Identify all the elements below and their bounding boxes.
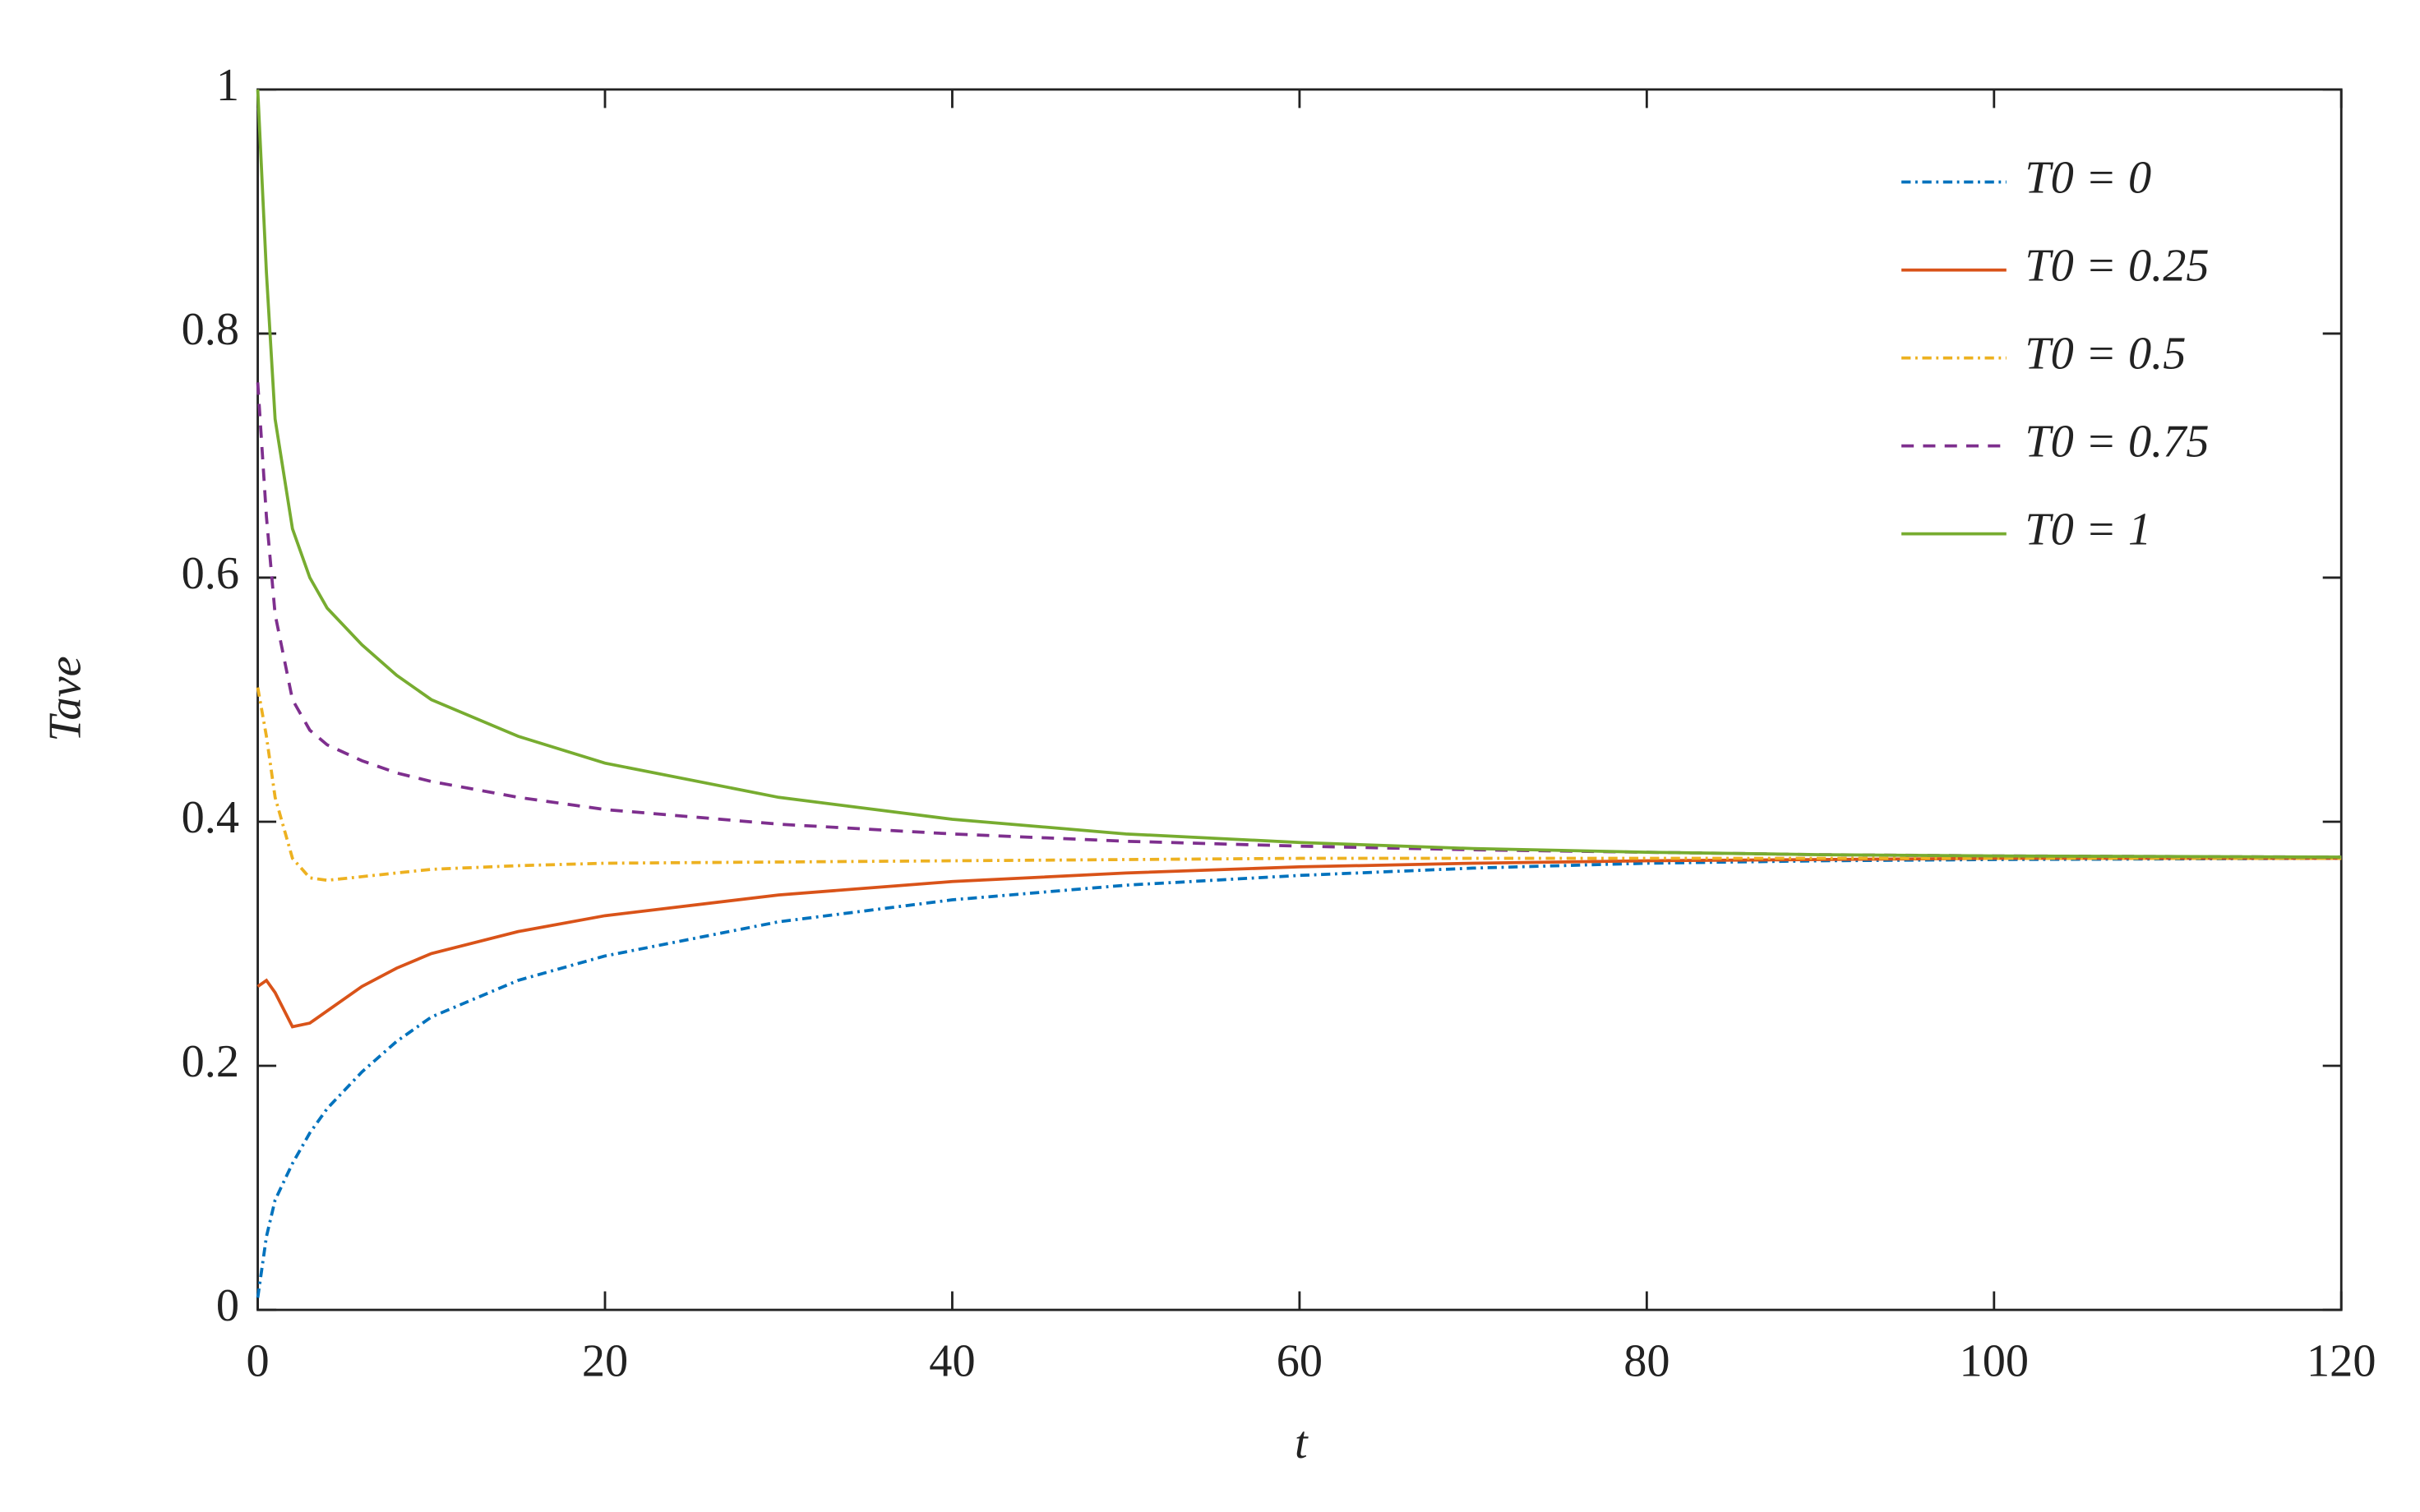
x-axis-label: t bbox=[1295, 1418, 1309, 1468]
y-tick-label: 0.2 bbox=[182, 1036, 239, 1087]
x-tick-label: 80 bbox=[1623, 1336, 1670, 1387]
y-tick-label: 0.4 bbox=[182, 792, 239, 843]
y-tick-label: 1 bbox=[216, 60, 239, 111]
legend-label: T0 = 0.25 bbox=[2025, 240, 2209, 291]
y-axis-label: Tave bbox=[39, 656, 90, 741]
legend-label: T0 = 0 bbox=[2025, 152, 2151, 203]
x-tick-label: 0 bbox=[246, 1336, 269, 1387]
x-tick-label: 120 bbox=[2307, 1336, 2376, 1387]
y-tick-label: 0.8 bbox=[182, 304, 239, 355]
legend-label: T0 = 1 bbox=[2025, 505, 2151, 555]
series-line bbox=[256, 382, 2342, 859]
legend-label: T0 = 0.75 bbox=[2025, 417, 2209, 468]
x-tick-label: 20 bbox=[582, 1336, 628, 1387]
series-line bbox=[256, 856, 2342, 1029]
x-tick-label: 40 bbox=[929, 1336, 975, 1387]
x-tick-label: 100 bbox=[1960, 1336, 2029, 1387]
series-line bbox=[256, 687, 2342, 883]
series-line bbox=[256, 89, 2342, 859]
legend-label: T0 = 0.5 bbox=[2025, 329, 2186, 380]
y-tick-label: 0.6 bbox=[182, 548, 239, 599]
y-tick-label: 0 bbox=[216, 1280, 239, 1331]
series-line bbox=[256, 856, 2342, 1298]
x-tick-label: 60 bbox=[1277, 1336, 1323, 1387]
